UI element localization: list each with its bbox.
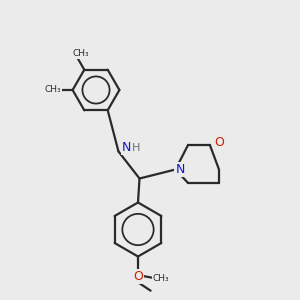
Text: CH₃: CH₃ xyxy=(153,274,169,283)
Text: CH₃: CH₃ xyxy=(44,85,61,94)
Text: N: N xyxy=(175,163,185,176)
Text: O: O xyxy=(214,136,224,149)
Text: CH₃: CH₃ xyxy=(73,49,89,58)
Text: N: N xyxy=(122,141,132,154)
Text: H: H xyxy=(132,143,141,153)
Text: O: O xyxy=(133,270,143,284)
